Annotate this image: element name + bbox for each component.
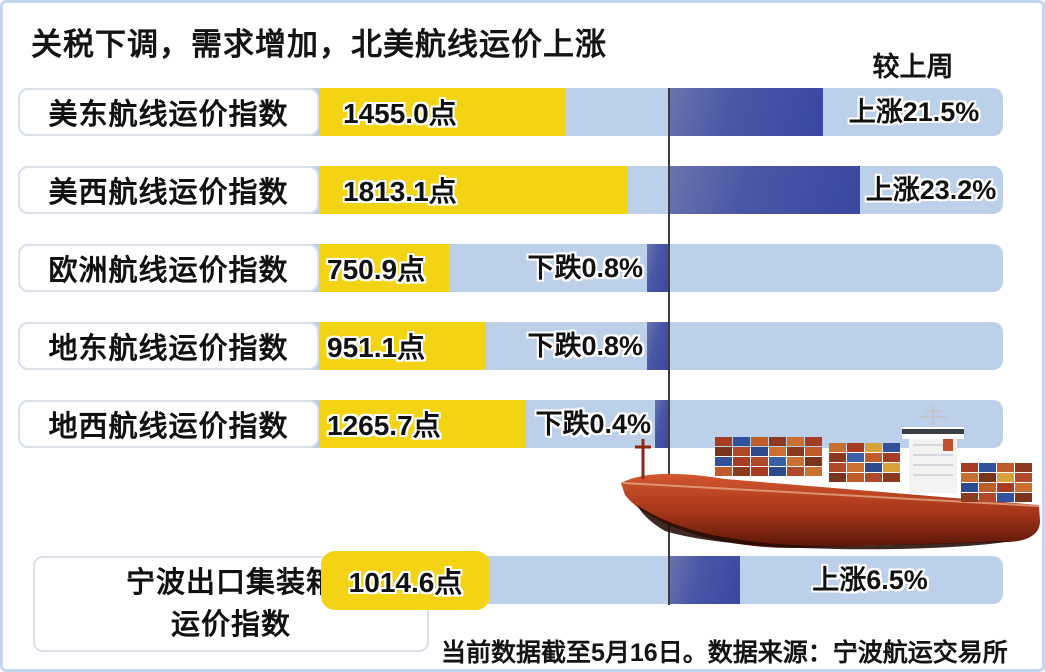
value-bar-us-east: 1455.0点 [319,88,565,136]
value-bar-med-west: 1265.7点 [319,400,526,448]
change-bar-med-east [647,322,669,370]
row-label-us-west: 美西航线运价指数 [18,166,319,214]
row-label-ningbo-line1: 宁波出口集装箱 [125,567,336,599]
value-bar-europe: 750.9点 [319,244,449,292]
change-text-ningbo: 上涨6.5% [812,565,928,595]
change-text-med-west: 下跌0.4% [535,409,651,439]
data-source-note: 当前数据截至5月16日。数据来源：宁波航运交易所 [441,639,1008,667]
change-bar-us-east [669,88,823,136]
value-bar-ningbo: 1014.6点 [321,551,490,610]
change-bar-us-west [669,166,860,214]
change-text-us-west: 上涨23.2% [865,175,997,205]
container-ship-illustration [621,405,1040,550]
zero-axis-line [668,88,670,605]
row-label-europe: 欧洲航线运价指数 [18,244,319,292]
row-label-med-west: 地西航线运价指数 [18,400,319,448]
value-bar-med-east: 951.1点 [319,322,486,370]
value-bar-us-west: 1813.1点 [319,166,628,214]
change-text-europe: 下跌0.8% [527,253,643,283]
change-text-med-east: 下跌0.8% [527,331,643,361]
row-label-ningbo-line2: 运价指数 [170,609,291,641]
row-label-med-east: 地东航线运价指数 [18,322,319,370]
column-header-vs-last-week: 较上周 [872,52,954,82]
page-title: 关税下调，需求增加，北美航线运价上涨 [31,27,607,62]
change-bar-europe [647,244,669,292]
change-bar-ningbo [669,556,740,604]
change-text-us-east: 上涨21.5% [848,97,980,127]
change-bar-med-west [655,400,669,448]
row-label-us-east: 美东航线运价指数 [18,88,319,136]
